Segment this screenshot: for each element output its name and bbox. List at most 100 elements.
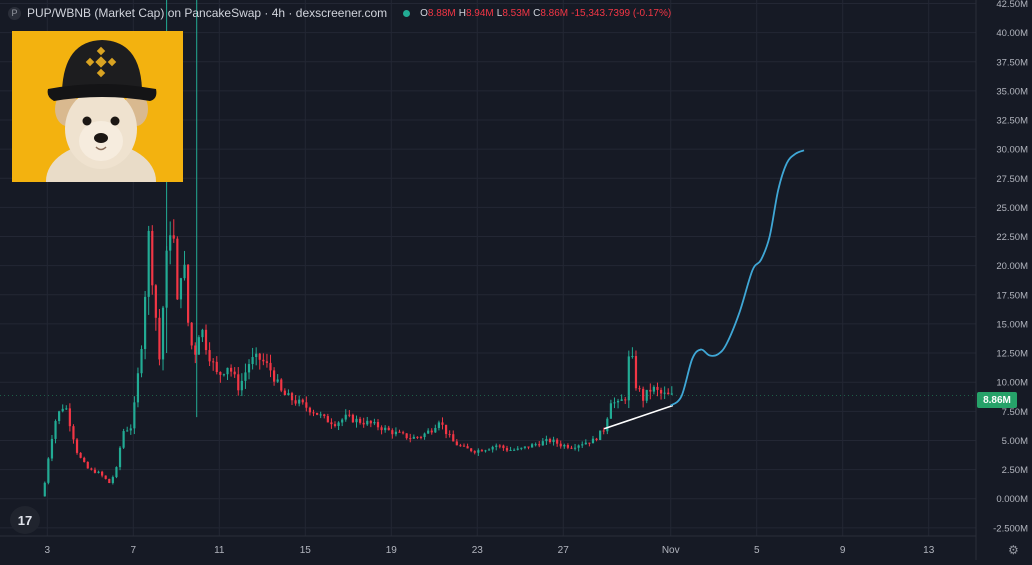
candle-body [194, 345, 197, 355]
candle-body [208, 350, 211, 362]
y-tick-label: 15.00M [996, 319, 1028, 330]
candle-body [502, 445, 505, 449]
candle-body [559, 443, 562, 447]
candle-body [591, 438, 595, 444]
candle-body [459, 445, 462, 447]
candle-body [104, 475, 107, 479]
candle-body [65, 408, 68, 410]
candle-body [595, 438, 598, 441]
x-tick-label: 27 [558, 545, 570, 556]
ohlc-low: L8.53M [496, 7, 531, 19]
gear-icon[interactable]: ⚙ [1008, 543, 1019, 557]
candle-body [530, 444, 534, 448]
candle-body [577, 445, 580, 448]
support-trendline [603, 404, 674, 430]
candle-body [419, 436, 423, 438]
candle-body [68, 408, 71, 427]
candle-body [527, 446, 530, 448]
candle-body [244, 372, 247, 381]
candle-body [290, 393, 294, 401]
candle-body [301, 399, 304, 403]
candles [43, 0, 673, 497]
candle-body [118, 447, 122, 468]
candle-body [581, 444, 584, 446]
candle-body [308, 407, 312, 413]
chart-header: P PUP/WBNB (Market Cap) on PancakeSwap ·… [8, 4, 674, 22]
candle-body [477, 450, 480, 453]
y-tick-label: 42.50M [996, 0, 1028, 10]
y-tick-label: 37.50M [996, 57, 1028, 68]
candle-body [262, 359, 265, 362]
candle-body [609, 403, 612, 419]
candle-body [265, 361, 269, 363]
x-tick-label: 5 [754, 545, 760, 556]
candle-body [513, 449, 516, 451]
candle-body [613, 402, 616, 404]
candle-body [534, 444, 537, 446]
y-tick-label: 20.00M [996, 261, 1028, 272]
candle-body [369, 420, 372, 424]
candle-body [348, 414, 351, 416]
y-tick-label: 12.50M [996, 349, 1028, 360]
candle-body [487, 449, 491, 451]
y-tick-label: 32.50M [996, 116, 1028, 127]
candle-body [520, 447, 523, 449]
candle-body [495, 445, 498, 447]
candle-body [444, 424, 448, 435]
candle-body [448, 434, 451, 436]
candle-body [58, 411, 61, 422]
candle-body [434, 427, 437, 433]
candle-body [276, 379, 279, 382]
candle-body [455, 441, 458, 446]
candle-body [351, 414, 355, 423]
candle-body [355, 418, 358, 423]
candle-body [47, 458, 50, 483]
candle-body [140, 349, 143, 374]
candle-body [144, 296, 147, 350]
candle-body [362, 422, 365, 425]
candle-body [179, 278, 183, 300]
x-tick-label: 9 [840, 545, 846, 556]
candle-body [108, 478, 111, 484]
candle-body [215, 361, 218, 372]
candle-body [212, 361, 215, 363]
ohlc-change: -15,343.7399 (-0.17%) [571, 7, 672, 19]
candle-body [616, 400, 620, 403]
candle-body [172, 235, 175, 239]
drawings [0, 149, 976, 430]
x-tick-label: 13 [923, 545, 935, 556]
candle-body [441, 422, 444, 425]
candle-body [272, 370, 276, 382]
candle-body [147, 230, 150, 297]
candle-body [584, 442, 587, 445]
candle-body [93, 469, 97, 473]
candle-body [509, 449, 512, 451]
candle-body [384, 427, 387, 431]
candle-body [620, 399, 623, 401]
token-logo-image [12, 31, 183, 182]
candle-body [233, 371, 236, 375]
y-tick-label: 5.00M [1002, 436, 1028, 447]
y-tick-label: 30.00M [996, 145, 1028, 156]
candle-body [405, 433, 408, 439]
tradingview-logo[interactable]: 17 [10, 506, 40, 534]
dog-with-binance-cap-icon [12, 31, 183, 182]
candle-body [430, 430, 433, 433]
candle-body [470, 448, 473, 452]
candle-body [652, 386, 655, 392]
y-tick-label: 7.50M [1002, 407, 1028, 418]
candle-body [516, 448, 519, 450]
y-tick-label: 0.000M [996, 494, 1028, 505]
candle-body [204, 329, 208, 351]
symbol-icon[interactable]: P [8, 6, 21, 20]
candle-body [319, 414, 322, 416]
candle-body [151, 230, 154, 286]
candle-body [226, 367, 229, 375]
candle-body [538, 444, 541, 446]
candle-body [366, 420, 369, 425]
candle-body [498, 445, 501, 447]
candle-body [337, 422, 340, 426]
candle-body [491, 446, 494, 450]
